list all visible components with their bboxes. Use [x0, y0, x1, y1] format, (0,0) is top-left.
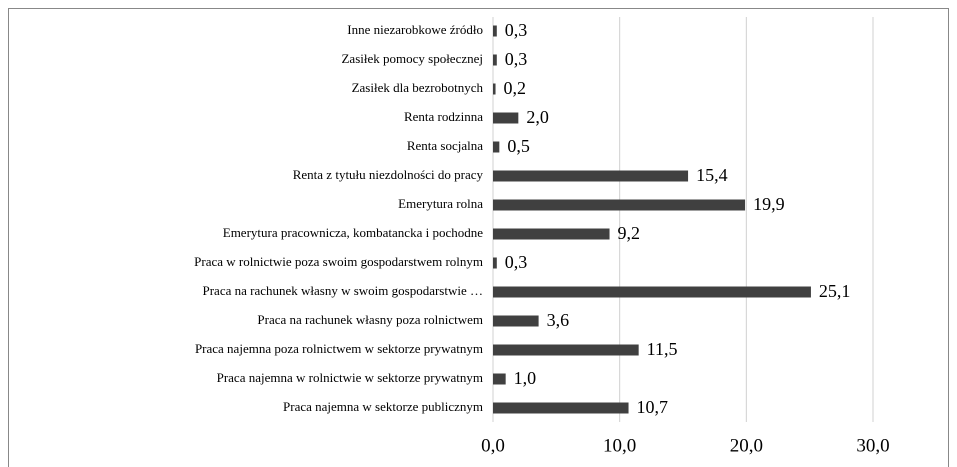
bar — [493, 228, 610, 240]
bar — [493, 344, 639, 356]
data-label: 0,3 — [505, 252, 528, 272]
y-tick-label: Emerytura pracownicza, kombatancka i poc… — [223, 225, 483, 240]
y-tick-label: Emerytura rolna — [398, 196, 483, 211]
data-label: 2,0 — [526, 107, 549, 127]
bar — [493, 112, 519, 124]
bar — [493, 373, 506, 385]
y-tick-label: Zasiłek dla bezrobotnych — [352, 80, 484, 95]
chart-frame — [8, 8, 949, 467]
data-label: 1,0 — [514, 368, 537, 388]
bar — [493, 54, 497, 66]
y-tick-label: Praca na rachunek własny poza rolnictwem — [257, 312, 483, 327]
bar — [493, 315, 539, 327]
bar — [493, 286, 811, 298]
y-tick-label: Praca najemna w sektorze publicznym — [283, 399, 483, 414]
bar — [493, 83, 496, 95]
y-tick-label: Renta z tytułu niezdolności do pracy — [293, 167, 484, 182]
data-label: 0,3 — [505, 20, 528, 40]
data-label: 10,7 — [637, 397, 669, 417]
bar — [493, 170, 689, 182]
y-tick-label: Inne niezarobkowe źródło — [347, 22, 483, 37]
y-tick-label: Renta socjalna — [407, 138, 483, 153]
y-tick-label: Zasiłek pomocy społecznej — [341, 51, 483, 66]
data-label: 15,4 — [696, 165, 728, 185]
data-label: 0,2 — [504, 78, 527, 98]
data-label: 9,2 — [618, 223, 641, 243]
bar — [493, 141, 500, 153]
data-label: 0,3 — [505, 49, 528, 69]
bar — [493, 257, 497, 269]
data-label: 11,5 — [647, 339, 678, 359]
y-tick-label: Praca najemna w rolnictwie w sektorze pr… — [217, 370, 483, 385]
y-tick-label: Renta rodzinna — [404, 109, 483, 124]
x-tick-label: 10,0 — [603, 435, 636, 456]
y-tick-label: Praca w rolnictwie poza swoim gospodarst… — [194, 254, 483, 269]
data-label: 3,6 — [547, 310, 570, 330]
data-label: 0,5 — [507, 136, 530, 156]
x-tick-label: 30,0 — [856, 435, 889, 456]
data-label: 19,9 — [753, 194, 785, 214]
x-tick-label: 0,0 — [481, 435, 505, 456]
x-tick-label: 20,0 — [730, 435, 763, 456]
bar — [493, 199, 746, 211]
bar — [493, 402, 629, 414]
y-tick-label: Praca na rachunek własny w swoim gospoda… — [202, 283, 483, 298]
y-tick-label: Praca najemna poza rolnictwem w sektorze… — [195, 341, 483, 356]
bar — [493, 25, 497, 37]
data-label: 25,1 — [819, 281, 851, 301]
